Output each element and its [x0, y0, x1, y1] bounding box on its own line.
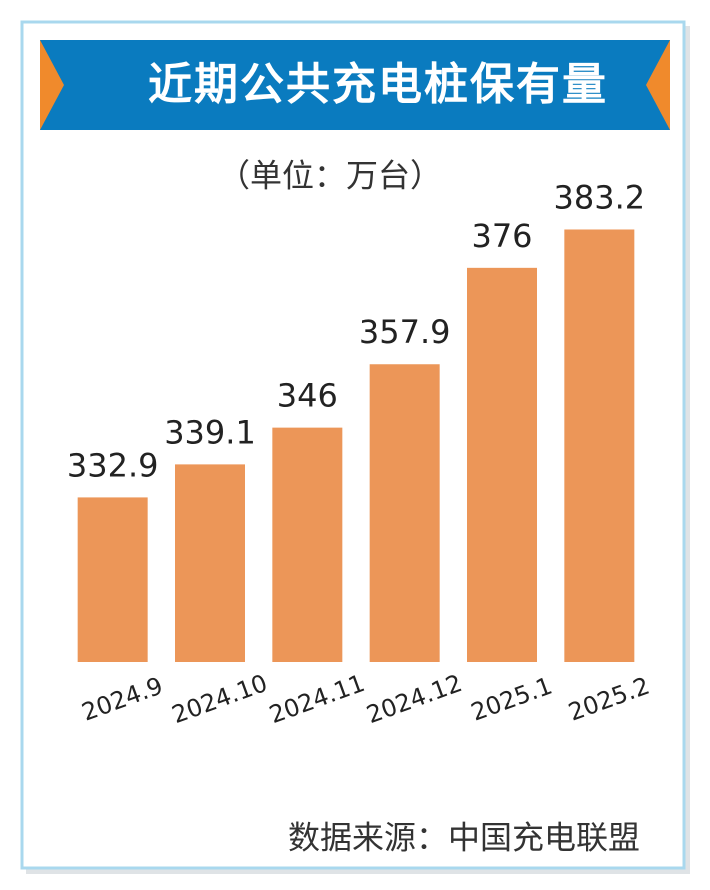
data-label: 376: [471, 217, 532, 255]
bar: [175, 464, 245, 662]
bar: [564, 229, 635, 662]
data-label: 383.2: [554, 178, 646, 216]
data-label: 332.9: [67, 446, 159, 484]
bar: [272, 427, 343, 662]
title-banner: [40, 40, 670, 130]
chart-title: 近期公共充电桩保有量: [148, 59, 608, 110]
data-label: 346: [277, 377, 338, 415]
chevron-left: [40, 40, 64, 130]
data-label: 339.1: [164, 413, 256, 451]
chart-subtitle: （单位：万台）: [218, 157, 442, 195]
chevron-right: [646, 40, 670, 130]
bar: [467, 267, 537, 662]
bar: [77, 497, 148, 662]
data-label: 357.9: [359, 313, 451, 351]
bar: [369, 364, 440, 662]
source-note: 数据来源：中国充电联盟: [288, 819, 640, 857]
